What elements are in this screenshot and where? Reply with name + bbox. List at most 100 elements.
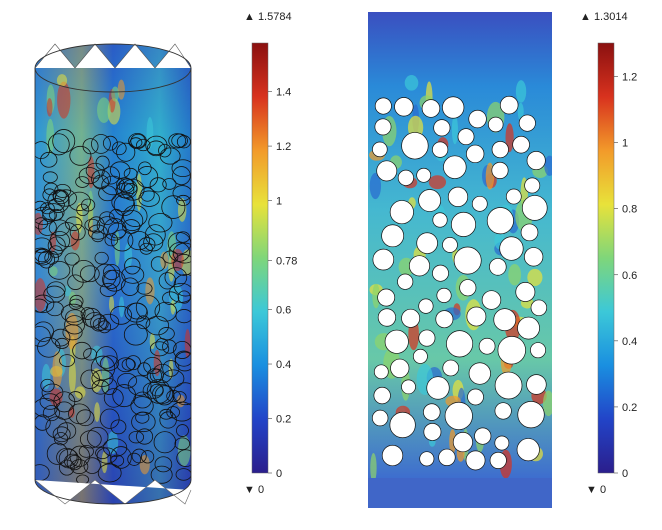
particle-outline (117, 372, 138, 389)
particle (453, 246, 482, 275)
velocity-hotspot (544, 155, 552, 176)
particle-outline (136, 138, 151, 152)
velocity-hotspot (117, 79, 125, 100)
particle-outline (83, 457, 101, 474)
particle-outline (35, 294, 55, 314)
particle (481, 290, 502, 310)
particle-outline (101, 378, 118, 395)
particle (518, 114, 536, 132)
velocity-hotspot (508, 263, 522, 286)
particle-outline (91, 379, 110, 395)
particle-outline (124, 257, 141, 275)
particle (416, 167, 432, 183)
particle-outline (174, 437, 191, 451)
particle-outline (87, 224, 108, 240)
particle-outline (54, 184, 71, 198)
particle-outline (128, 132, 147, 150)
right-colorbar-gradient (597, 42, 615, 474)
velocity-hotspot (527, 268, 543, 286)
particle-outline (121, 265, 145, 284)
particle-outline (66, 454, 83, 471)
particle-outline (158, 272, 177, 290)
particle-outline (142, 381, 164, 399)
particle-outline (69, 224, 86, 241)
left-colorbar-min-label: ▼ 0 (244, 484, 264, 495)
particle-outline (45, 416, 68, 439)
colorbar-tick-label: 0.8 (622, 204, 637, 216)
colorbar-tick-label: 1.2 (276, 141, 291, 153)
particle-outline (162, 369, 185, 388)
left-colorbar-max-label: ▲ 1.5784 (244, 11, 292, 23)
particle-outline (172, 185, 191, 202)
particle (494, 371, 523, 400)
particle (389, 411, 416, 439)
particle-outline (168, 242, 190, 262)
particle-outline (130, 133, 146, 149)
particle-outline (176, 135, 191, 149)
particle-outline (152, 363, 173, 384)
cylinder-render (34, 43, 192, 505)
particle-outline (143, 233, 164, 252)
particle-outline (59, 459, 75, 476)
colorbar-tick-label: 0.2 (622, 402, 637, 414)
particle-outline (67, 274, 84, 290)
velocity-hotspot (68, 291, 77, 306)
particle-outline (154, 456, 173, 473)
right-colorbar-max-label: ▲ 1.3014 (580, 11, 628, 23)
particle-outline (173, 382, 191, 406)
particle (468, 362, 491, 385)
particle (418, 329, 436, 347)
velocity-hotspot (46, 118, 55, 155)
particle (408, 255, 431, 277)
particle-outline (58, 448, 79, 469)
particle-outline (35, 247, 52, 264)
particle-outline (52, 129, 76, 153)
velocity-hotspot (41, 363, 51, 390)
particle-outline (168, 133, 187, 149)
particle (526, 374, 547, 395)
particle (493, 308, 517, 332)
particle (377, 308, 397, 327)
particle (521, 195, 548, 221)
particle (381, 224, 405, 248)
particle-outline (136, 282, 153, 295)
velocity-hotspot (369, 172, 382, 200)
particle-outline (75, 176, 90, 188)
particle (499, 236, 524, 261)
particle (373, 386, 391, 405)
particle-outline (95, 155, 110, 171)
particle (497, 336, 526, 365)
particle (423, 403, 441, 421)
particle (516, 438, 540, 462)
particle-outline (172, 242, 191, 264)
colorbar-tick-label: 0 (276, 468, 282, 480)
velocity-hotspot (56, 74, 68, 87)
particle-outline (110, 305, 132, 325)
particle-outline (166, 390, 181, 403)
particle-outline (146, 140, 166, 157)
velocity-hotspot (57, 81, 71, 119)
particle-outline (69, 294, 84, 308)
particle (432, 141, 449, 158)
particle-outline (172, 341, 191, 359)
particle-outline (54, 189, 77, 207)
particle-outline (113, 194, 136, 217)
velocity-hotspot (451, 114, 458, 145)
particle (442, 359, 460, 377)
particle-outline (121, 358, 136, 371)
particle-outline (172, 391, 187, 404)
colorbar-tick-label: 1.4 (276, 87, 291, 99)
velocity-hotspot (101, 357, 110, 394)
particle (435, 310, 454, 329)
particle-outline (162, 360, 180, 377)
velocity-hotspot (515, 80, 527, 103)
particle (450, 211, 477, 237)
particle-outline (44, 250, 59, 265)
velocity-hotspot (87, 156, 95, 189)
particle-outline (43, 285, 66, 303)
velocity-hotspot (428, 175, 447, 190)
velocity-hotspot (52, 351, 63, 389)
particle (418, 298, 434, 314)
particle (389, 200, 414, 225)
particle-outline (150, 383, 164, 397)
